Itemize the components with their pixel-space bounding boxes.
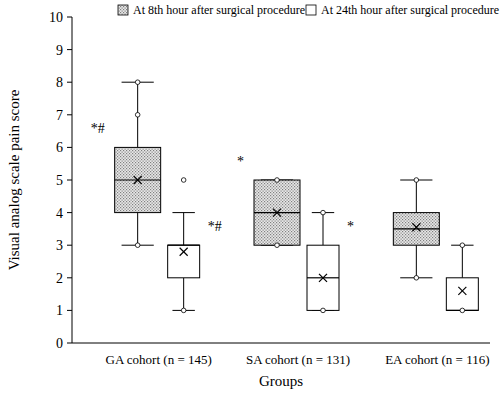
point bbox=[275, 243, 280, 248]
mean-stroke bbox=[134, 176, 142, 184]
y-tick-label: 6 bbox=[56, 140, 63, 155]
mean-stroke bbox=[458, 287, 466, 295]
mean-stroke bbox=[319, 274, 327, 282]
mean-stroke bbox=[319, 274, 327, 282]
y-tick bbox=[67, 49, 72, 50]
annotation: *# bbox=[91, 121, 105, 136]
whisker bbox=[416, 180, 417, 213]
y-tick bbox=[67, 343, 72, 344]
y-tick bbox=[67, 147, 72, 148]
mean-stroke bbox=[458, 287, 466, 295]
y-tick-label: 2 bbox=[56, 271, 63, 286]
mean-stroke bbox=[412, 223, 420, 231]
y-tick-label: 8 bbox=[56, 75, 63, 90]
point bbox=[135, 243, 140, 248]
point bbox=[460, 243, 465, 248]
y-tick-label: 4 bbox=[56, 206, 63, 221]
mean-marker bbox=[412, 223, 420, 231]
annotation: *# bbox=[208, 219, 222, 234]
legend-swatch bbox=[118, 5, 128, 15]
mean-stroke bbox=[273, 209, 281, 217]
box bbox=[168, 245, 200, 278]
mean-stroke bbox=[273, 209, 281, 217]
y-tick bbox=[67, 245, 72, 246]
y-axis-title: Visual analog scale pain score bbox=[6, 89, 22, 270]
whisker bbox=[462, 245, 463, 278]
mean-stroke bbox=[180, 248, 188, 256]
y-tick-label: 7 bbox=[56, 108, 63, 123]
whisker-cap bbox=[172, 212, 194, 213]
point bbox=[414, 178, 419, 183]
box bbox=[446, 278, 478, 311]
whisker bbox=[137, 213, 138, 246]
point bbox=[135, 113, 140, 118]
y-tick-label: 5 bbox=[56, 173, 63, 188]
mean-marker bbox=[273, 209, 281, 217]
y-tick-label: 0 bbox=[56, 336, 63, 351]
median bbox=[168, 245, 200, 246]
y-tick-label: 9 bbox=[56, 43, 63, 58]
legend-label: At 24th hour after surgical procedure bbox=[321, 3, 499, 17]
point bbox=[460, 308, 465, 313]
y-tick bbox=[67, 17, 72, 18]
mean-stroke bbox=[134, 176, 142, 184]
legend-label: At 8th hour after surgical procedure bbox=[133, 3, 305, 17]
y-tick bbox=[67, 212, 72, 213]
annotation: * bbox=[347, 219, 354, 234]
y-tick bbox=[67, 277, 72, 278]
whisker bbox=[323, 213, 324, 246]
mean-marker bbox=[458, 287, 466, 295]
x-tick-label: EA cohort (n = 116) bbox=[385, 352, 489, 367]
chart: 0 1 2 3 4 5 6 7 8 9 10 Visual analog scale pain sco… bbox=[0, 0, 500, 393]
point bbox=[321, 308, 326, 313]
point bbox=[135, 80, 140, 85]
y-tick bbox=[67, 180, 72, 181]
point bbox=[414, 276, 419, 281]
box bbox=[307, 245, 339, 310]
mean-marker bbox=[319, 274, 327, 282]
point bbox=[181, 308, 186, 313]
whisker bbox=[183, 278, 184, 311]
y-tick-label: 10 bbox=[49, 10, 63, 25]
y-tick bbox=[67, 114, 72, 115]
x-tick-label: GA cohort (n = 145) bbox=[106, 352, 212, 367]
legend-swatch bbox=[306, 5, 316, 15]
point bbox=[181, 178, 186, 183]
y-tick bbox=[67, 82, 72, 83]
plot-marks bbox=[115, 80, 479, 313]
mean-marker bbox=[180, 248, 188, 256]
x-axis-title: Groups bbox=[259, 373, 303, 389]
mean-marker bbox=[134, 176, 142, 184]
y-tick bbox=[67, 310, 72, 311]
point bbox=[321, 210, 326, 215]
y-tick-label: 3 bbox=[56, 238, 63, 253]
y-tick-label: 1 bbox=[56, 303, 63, 318]
mean-stroke bbox=[180, 248, 188, 256]
x-axis bbox=[72, 343, 490, 344]
mean-stroke bbox=[412, 223, 420, 231]
point bbox=[275, 178, 280, 183]
x-tick-label: SA cohort (n = 131) bbox=[246, 352, 350, 367]
whisker bbox=[183, 213, 184, 246]
box bbox=[115, 147, 161, 212]
box bbox=[393, 213, 439, 246]
box bbox=[254, 180, 300, 245]
whisker bbox=[416, 245, 417, 278]
median bbox=[393, 228, 439, 229]
annotation: * bbox=[237, 154, 244, 169]
